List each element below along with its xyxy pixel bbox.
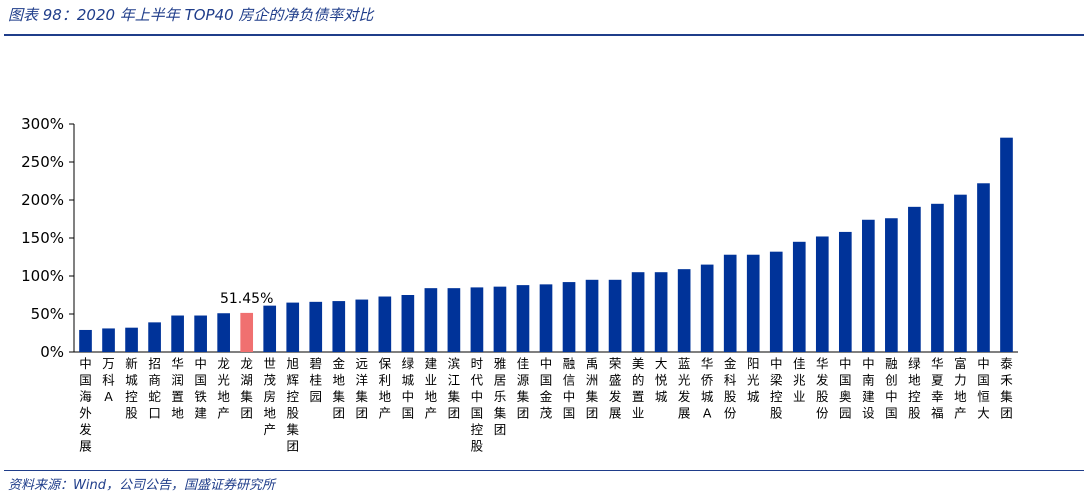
bar (815, 236, 829, 352)
bar (148, 322, 161, 352)
bar (401, 295, 415, 352)
x-tick-label: 滨江集团 (448, 356, 461, 421)
x-tick-label: 中国海外发展 (79, 356, 92, 454)
bar (447, 288, 461, 352)
x-tick-label: 万科 A (102, 356, 115, 404)
bar (562, 282, 576, 352)
bar (309, 301, 323, 352)
x-tick-label: 中南建设 (862, 356, 875, 421)
x-tick-label: 远洋集团 (356, 356, 369, 421)
bar (539, 284, 553, 352)
bar (954, 194, 967, 352)
x-tick-label: 新城控股 (125, 356, 138, 421)
x-tick-label: 美的置业 (632, 356, 645, 421)
x-tick-label: 佳兆业 (793, 356, 806, 404)
x-tick-label: 金地集团 (333, 356, 346, 421)
bar (746, 254, 760, 352)
x-tick-label: 旭辉控股集团 (286, 356, 299, 454)
bar (332, 301, 346, 352)
x-tick-label: 佳源集团 (517, 356, 530, 421)
y-tick-label: 50% (31, 305, 64, 323)
source-note: 资料来源：Wind，公司公告，国盛证券研究所 (8, 478, 275, 493)
bar (908, 206, 921, 352)
x-tick-label: 融创中国 (885, 356, 898, 421)
x-tick-label: 华夏幸福 (931, 356, 944, 421)
x-tick-label: 中国奥园 (839, 356, 852, 421)
x-tick-label: 蓝光发展 (678, 356, 691, 421)
x-tick-label: 华润置地 (171, 356, 184, 421)
x-tick-label: 绿地控股 (908, 356, 921, 421)
bar (125, 327, 138, 352)
bar (792, 241, 806, 352)
bar (378, 296, 392, 352)
bar (631, 272, 645, 352)
bar (102, 328, 115, 352)
bar (977, 183, 990, 352)
bar (171, 315, 184, 352)
bar (240, 312, 254, 352)
bar (355, 299, 369, 352)
bar (470, 287, 484, 352)
x-tick-label: 华发股份 (816, 356, 829, 421)
x-tick-label: 中国铁建 (194, 356, 207, 421)
x-tick-label: 招商蛇口 (148, 356, 161, 421)
x-tick-label: 华侨城 A (701, 356, 714, 421)
y-tick-label: 100% (21, 267, 64, 285)
x-tick-label: 融信中国 (563, 356, 576, 421)
bar (700, 264, 714, 352)
chart-title: 图表 98：2020 年上半年 TOP40 房企的净负债率对比 (8, 6, 374, 24)
bar (1000, 137, 1013, 352)
x-tick-label: 龙光地产 (217, 356, 230, 421)
x-tick-label: 泰禾集团 (1000, 356, 1013, 421)
x-tick-label: 绿城中国 (402, 356, 415, 421)
x-tick-label: 中国金茂 (540, 356, 553, 421)
y-tick-label: 200% (21, 191, 64, 209)
bar (677, 269, 691, 352)
bar (862, 219, 875, 352)
bar (194, 315, 207, 352)
x-tick-label: 富力地产 (954, 356, 967, 421)
bar (608, 279, 622, 352)
x-tick-label: 建业地产 (425, 356, 438, 421)
y-tick-label: 300% (21, 115, 64, 133)
bar (885, 218, 898, 352)
x-tick-label: 保利地产 (379, 356, 392, 421)
y-tick-label: 150% (21, 229, 64, 247)
bar (931, 203, 944, 352)
x-tick-label: 时代中国控股 (471, 356, 484, 454)
data-label: 51.45% (220, 291, 273, 307)
bar (286, 302, 300, 352)
x-tick-label: 大悦城 (655, 356, 668, 404)
bar (263, 305, 277, 352)
y-tick-label: 0% (40, 343, 64, 361)
x-tick-label: 中梁控股 (770, 356, 783, 421)
x-tick-label: 金科股份 (724, 356, 737, 421)
x-tick-label: 龙湖集团 (240, 356, 253, 421)
bar (79, 329, 92, 352)
x-tick-label: 禹洲集团 (586, 356, 599, 421)
bar (424, 288, 438, 352)
bar (585, 279, 599, 352)
y-tick-label: 250% (21, 153, 64, 171)
x-tick-label: 世茂房地产 (263, 356, 276, 437)
x-tick-label: 雅居乐集团 (494, 356, 507, 437)
bar (654, 272, 668, 352)
x-tick-label: 荣盛发展 (609, 356, 622, 421)
bar (723, 254, 737, 352)
x-tick-label: 中国恒大 (977, 356, 990, 421)
bar (493, 286, 507, 352)
bar (516, 285, 530, 352)
title-divider (4, 34, 1084, 36)
x-tick-label: 阳光城 (747, 356, 760, 404)
footer-divider (4, 470, 1084, 471)
bar (217, 313, 230, 352)
bar (838, 231, 852, 352)
x-tick-label: 碧桂园 (309, 356, 322, 404)
bar (769, 251, 783, 352)
